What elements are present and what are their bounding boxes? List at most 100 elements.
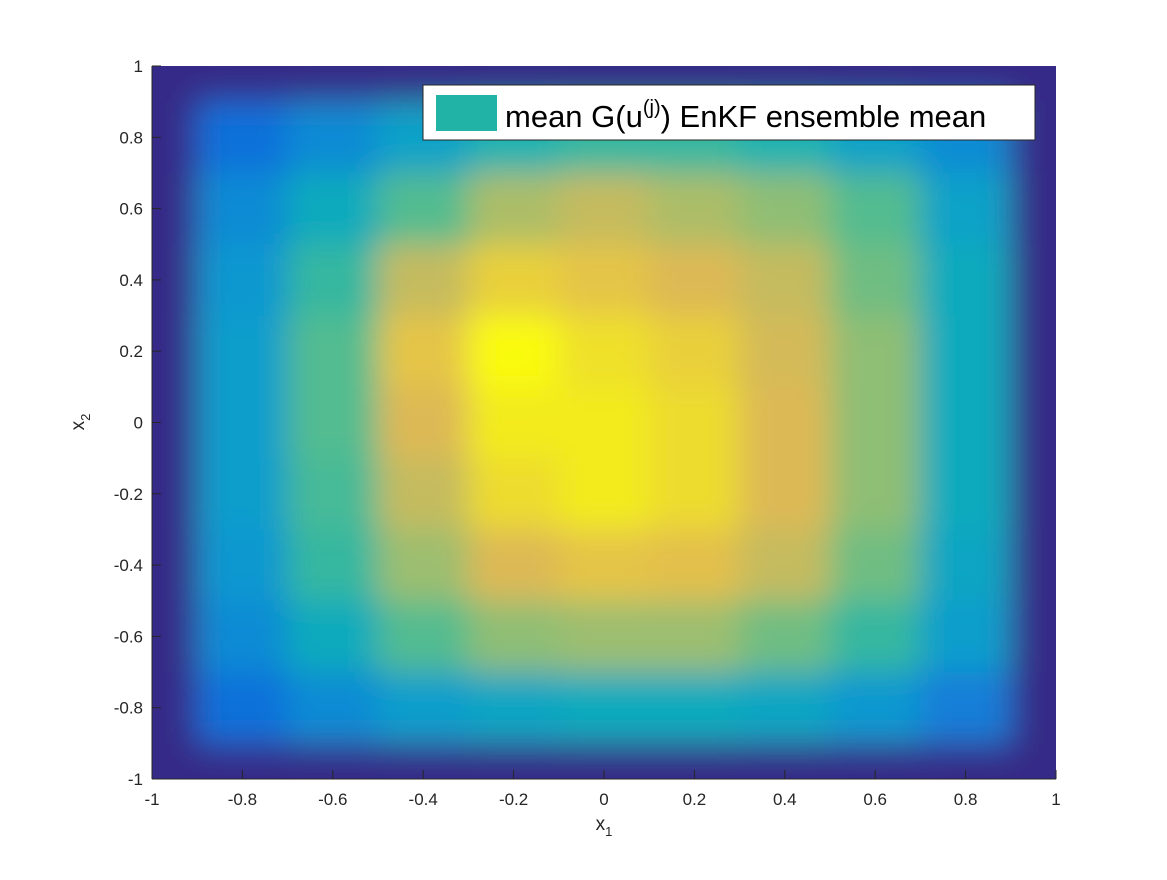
field-cell	[739, 172, 831, 246]
y-tick-label: -0.8	[114, 699, 143, 718]
field-cell	[739, 672, 831, 745]
y-tick-label: 1	[134, 57, 143, 76]
field-cell	[378, 386, 470, 460]
field-cell	[739, 529, 831, 602]
y-tick-label: -0.2	[114, 485, 143, 504]
field-cell	[1010, 600, 1056, 674]
field-cell	[1010, 244, 1056, 317]
field-cell	[830, 172, 922, 246]
field-cell	[287, 529, 379, 602]
field-cell	[920, 244, 1012, 317]
field-cell	[739, 458, 831, 531]
field-cell	[920, 458, 1012, 531]
field-cell	[378, 672, 470, 745]
field-cell	[468, 458, 560, 531]
field-cell	[649, 386, 741, 460]
y-tick-label: -1	[128, 770, 143, 789]
x-tick-label: 0.6	[863, 790, 887, 809]
field-cell	[739, 244, 831, 317]
field-cell	[287, 244, 379, 317]
field-cell	[197, 529, 289, 602]
field-cell	[649, 600, 741, 674]
field-cell	[197, 458, 289, 531]
legend-swatch	[436, 95, 497, 131]
field-cell	[1010, 743, 1056, 779]
field-cell	[197, 386, 289, 460]
field-cell	[197, 600, 289, 674]
legend: mean G(u(j)) EnKF ensemble mean	[422, 84, 1036, 141]
field-cell	[558, 386, 651, 460]
field-cell	[197, 315, 289, 388]
field-cell	[830, 672, 922, 745]
x-tick-label: 0.8	[954, 790, 978, 809]
field-cell	[558, 529, 651, 602]
field-cell	[287, 66, 379, 103]
x-tick-label: -0.8	[228, 790, 257, 809]
field-cell	[287, 672, 379, 745]
field-cell	[920, 672, 1012, 745]
field-cell	[739, 315, 831, 388]
field-cell	[197, 66, 289, 103]
field-cell	[1010, 529, 1056, 602]
field-cell	[739, 386, 831, 460]
field-cell	[197, 244, 289, 317]
field-cell	[920, 743, 1012, 779]
field-cell	[739, 600, 831, 674]
x-tick-label: 1	[1051, 790, 1060, 809]
field-cell	[378, 244, 470, 317]
x-tick-label: 0.2	[683, 790, 707, 809]
legend-box	[422, 84, 1036, 141]
field-cell	[649, 315, 741, 388]
y-tick-label: 0.4	[119, 271, 143, 290]
field-cell	[830, 386, 922, 460]
x-tick-label: -1	[144, 790, 159, 809]
field-cell	[468, 600, 560, 674]
field-cell	[1010, 315, 1056, 388]
field-cell	[1010, 458, 1056, 531]
field-cell	[1010, 386, 1056, 460]
field-cell	[468, 529, 560, 602]
x-tick-label: -0.6	[318, 790, 347, 809]
field-cell	[287, 386, 379, 460]
field-cell	[197, 672, 289, 745]
field-cell	[468, 172, 560, 246]
legend-label: mean G(u(j)) EnKF ensemble mean	[505, 97, 986, 134]
field-cell	[152, 743, 199, 779]
field-cell	[378, 458, 470, 531]
field-cell	[152, 66, 199, 103]
field-cell	[287, 315, 379, 388]
field-cell	[920, 529, 1012, 602]
field-cell	[920, 172, 1012, 246]
field-cell	[558, 315, 651, 388]
field-cell	[378, 172, 470, 246]
y-tick-label: 0	[134, 414, 143, 433]
field-cell	[1010, 172, 1056, 246]
y-axis-label: x2	[68, 414, 93, 431]
field-cell	[558, 244, 651, 317]
field-cell	[920, 386, 1012, 460]
field-cell	[287, 172, 379, 246]
field-cell	[558, 172, 651, 246]
field-cell	[558, 672, 651, 745]
x-tick-label: 0.4	[773, 790, 797, 809]
x-axis-label: x1	[596, 814, 613, 839]
x-tick-label: 0	[599, 790, 608, 809]
field-cell	[830, 315, 922, 388]
field-cell	[649, 244, 741, 317]
y-tick-label: -0.6	[114, 627, 143, 646]
field-cell	[830, 458, 922, 531]
field-cell	[920, 600, 1012, 674]
field-cell	[287, 600, 379, 674]
field-cell	[558, 600, 651, 674]
field-cell	[558, 458, 651, 531]
field-cell	[287, 458, 379, 531]
field-cell	[649, 672, 741, 745]
field-cell	[468, 386, 560, 460]
field-cell	[649, 529, 741, 602]
field-cell	[920, 315, 1012, 388]
y-tick-label: 0.6	[119, 200, 143, 219]
field-cell	[830, 600, 922, 674]
y-tick-label: 0.2	[119, 342, 143, 361]
field-cell	[468, 244, 560, 317]
